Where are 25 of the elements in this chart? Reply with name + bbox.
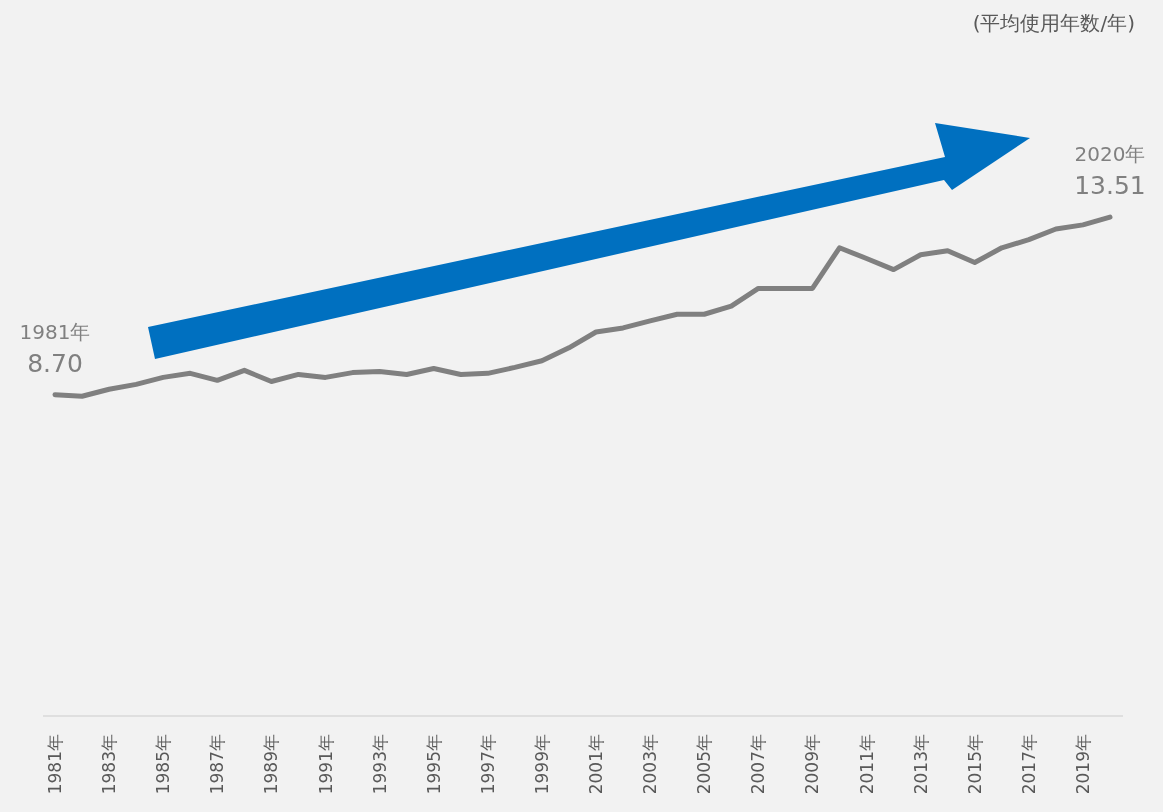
text: (平均使用年数/年) — [972, 11, 1135, 35]
x-tick-label: 1985年 — [153, 734, 174, 795]
x-tick-label: 1989年 — [261, 734, 282, 795]
x-tick-label: 2001年 — [586, 734, 607, 795]
x-tick-label: 2011年 — [856, 734, 877, 795]
x-tick-label: 1993年 — [369, 734, 390, 795]
x-tick-label: 2005年 — [694, 734, 715, 795]
x-tick-label: 1997年 — [477, 734, 498, 795]
x-tick-label: 2017年 — [1018, 734, 1039, 795]
x-tick-label: 1983年 — [99, 734, 120, 795]
x-tick-label: 1995年 — [423, 734, 444, 795]
data-label: 13.51 — [1074, 171, 1146, 201]
x-tick-label: 1981年 — [45, 734, 65, 795]
x-tick-label: 2013年 — [910, 734, 931, 795]
data-label: 8.70 — [27, 348, 83, 378]
annotation: 2020年 — [1074, 142, 1146, 167]
x-tick-label: 2015年 — [964, 734, 985, 795]
x-tick-label: 2003年 — [640, 734, 661, 795]
annotation: 1981年 — [19, 319, 91, 344]
x-tick-label: 2009年 — [802, 734, 823, 795]
x-tick-label: 1999年 — [531, 734, 552, 795]
x-tick-label: 1991年 — [315, 734, 336, 795]
x-tick-label: 2007年 — [748, 734, 769, 795]
x-tick-label: 1987年 — [207, 734, 228, 795]
x-tick-label: 2019年 — [1072, 734, 1093, 795]
